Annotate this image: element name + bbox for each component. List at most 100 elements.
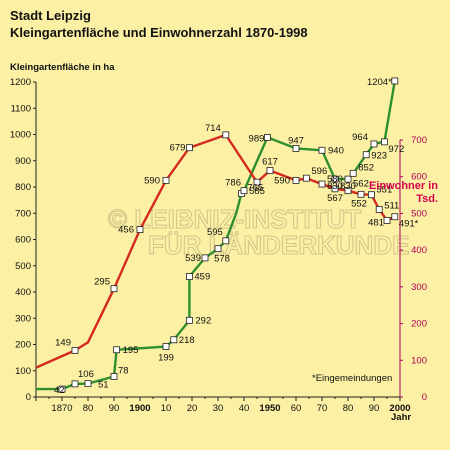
einwohner-point bbox=[344, 187, 352, 195]
y-left-tick-label: 800 bbox=[15, 182, 31, 193]
einwohner-point bbox=[185, 144, 193, 152]
y-left-tick-label: 100 bbox=[15, 366, 31, 377]
kleingarten-point bbox=[113, 346, 120, 354]
y-right-tick-label: 200 bbox=[411, 319, 427, 330]
kleingarten-point bbox=[344, 175, 352, 183]
kleingarten-value-label: 578 bbox=[214, 254, 230, 265]
kleingarten-point bbox=[362, 151, 370, 159]
y-right-tick-label: 0 bbox=[422, 392, 427, 403]
kleingarten-point bbox=[240, 187, 248, 195]
kleingarten-value-label: 852 bbox=[358, 162, 374, 173]
y-right-tick-label: 100 bbox=[411, 355, 427, 366]
kleingarten-value-label: 51 bbox=[98, 380, 109, 391]
kleingarten-point bbox=[71, 380, 79, 388]
einwohner-point bbox=[331, 185, 339, 193]
einwohner-point bbox=[367, 191, 375, 199]
einwohner-point bbox=[110, 285, 118, 293]
einwohner-point bbox=[375, 205, 383, 213]
kleingarten-point bbox=[185, 273, 193, 280]
einwohner-point bbox=[391, 213, 399, 221]
kleingarten-point bbox=[58, 385, 66, 393]
kleingarten-value-label: 1204* bbox=[367, 77, 392, 88]
kleingarten-value-label: 595 bbox=[207, 227, 223, 238]
y-left-tick-label: 1000 bbox=[10, 130, 31, 141]
kleingarten-point bbox=[380, 138, 388, 146]
einwohner-value-label: 511 bbox=[384, 200, 399, 211]
einwohner-value-label: 551 bbox=[376, 185, 392, 196]
einwohner-point bbox=[266, 167, 274, 174]
kleingarten-value-label: 459 bbox=[194, 272, 210, 283]
einwohner-point bbox=[383, 217, 391, 224]
x-tick-label: 2000 bbox=[389, 403, 410, 414]
einwohner-value-label: 580 bbox=[327, 174, 343, 185]
einwohner-value-label: 149 bbox=[55, 337, 71, 348]
x-tick-label: 1950 bbox=[259, 403, 280, 414]
y-left-tick-label: 700 bbox=[15, 208, 31, 219]
y-right-tick-label: 700 bbox=[411, 135, 427, 146]
einwohner-point bbox=[162, 176, 170, 184]
einwohner-value-label: 456 bbox=[118, 225, 134, 236]
einwohner-value-label: 714 bbox=[205, 123, 221, 134]
x-tick-label: 20 bbox=[187, 403, 198, 414]
x-tick-label: 10 bbox=[161, 403, 172, 414]
y-left-tick-label: 200 bbox=[15, 340, 31, 351]
einwohner-value-label: 552 bbox=[351, 198, 367, 209]
y-left-tick-label: 0 bbox=[26, 392, 31, 403]
y-left-tick-label: 300 bbox=[15, 313, 31, 324]
kleingarten-value-label: 765 bbox=[247, 183, 263, 194]
kleingarten-point bbox=[318, 146, 326, 154]
x-tick-label: 30 bbox=[213, 403, 224, 414]
kleingarten-point bbox=[292, 145, 300, 152]
kleingarten-value-label: 199 bbox=[158, 353, 174, 364]
einwohner-value-label: 481 bbox=[368, 217, 384, 228]
x-axis-label: Jahr bbox=[391, 412, 411, 423]
kleingarten-point bbox=[263, 133, 271, 141]
x-tick-label: 1900 bbox=[129, 403, 150, 414]
einwohner-value-label: 679 bbox=[170, 143, 186, 154]
y-right-tick-label: 600 bbox=[411, 172, 427, 183]
kleingarten-value-label: 830 bbox=[340, 181, 356, 192]
einwohner-point bbox=[136, 226, 144, 233]
einwohner-value-label: 617 bbox=[262, 156, 278, 167]
einwohner-value-label: 596 bbox=[311, 166, 327, 177]
y-axis-right-label-line-1: Einwohner in bbox=[369, 180, 438, 192]
y-left-tick-label: 500 bbox=[15, 261, 31, 272]
einwohner-value-label: 567 bbox=[327, 193, 343, 204]
einwohner-point bbox=[357, 190, 365, 198]
einwohner-point bbox=[318, 180, 326, 188]
footnote: *Eingemeindungen bbox=[312, 373, 392, 384]
einwohner-value-label: 590 bbox=[274, 175, 290, 186]
x-tick-label: 80 bbox=[83, 403, 94, 414]
kleingarten-value-label: 830 bbox=[327, 181, 343, 192]
y-left-tick-label: 400 bbox=[15, 287, 31, 298]
chart-subtitle: Kleingartenfläche und Einwohnerzahl 1870… bbox=[10, 25, 308, 40]
kleingarten-value-label: 539 bbox=[185, 253, 201, 264]
kleingarten-value-label: 195 bbox=[123, 345, 139, 356]
einwohner-value-label: 585 bbox=[249, 186, 265, 197]
einwohner-point bbox=[292, 176, 300, 184]
x-tick-label: 60 bbox=[291, 403, 302, 414]
y-left-tick-label: 1200 bbox=[10, 77, 31, 88]
kleingarten-value-label: 923 bbox=[371, 151, 387, 162]
watermark-line-2: FÜR LÄNDERKUNDE bbox=[148, 230, 409, 260]
kleingarten-point bbox=[170, 336, 178, 344]
einwohner-value-label: 491* bbox=[399, 219, 419, 230]
einwohner-value-label: 562 bbox=[353, 179, 369, 190]
series-layer bbox=[35, 77, 399, 393]
kleingarten-point bbox=[185, 316, 193, 324]
x-tick-label: 80 bbox=[343, 403, 354, 414]
kleingarten-value-label: 292 bbox=[195, 315, 211, 326]
x-tick-label: 70 bbox=[317, 403, 328, 414]
kleingarten-value-label: 106 bbox=[78, 369, 94, 380]
kleingarten-value-label: 940 bbox=[328, 145, 344, 156]
kleingarten-point bbox=[162, 343, 170, 351]
einwohner-point bbox=[71, 346, 79, 354]
kleingarten-point bbox=[201, 254, 209, 262]
y-left-tick-label: 1100 bbox=[11, 103, 31, 114]
einwohner-point bbox=[253, 178, 261, 186]
chart-title: Stadt Leipzig bbox=[10, 8, 91, 23]
x-tick-label: 1870 bbox=[51, 403, 72, 414]
x-tick-label: 90 bbox=[369, 403, 380, 414]
kleingarten-value-label: 218 bbox=[179, 335, 195, 346]
